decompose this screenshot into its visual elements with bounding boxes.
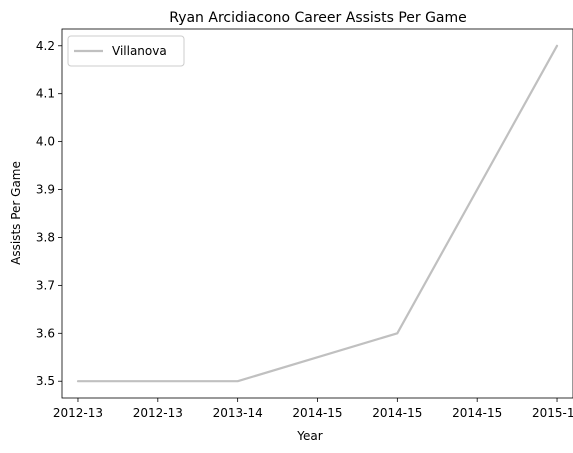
x-tick-label: 2014-15 [292,406,342,420]
x-tick-label: 2012-13 [133,406,183,420]
y-tick-label: 4.0 [36,135,55,149]
y-tick-label: 3.8 [36,230,55,244]
plot-area [76,44,559,383]
y-tick-label: 3.5 [36,374,55,388]
y-axis: 3.5 3.6 3.7 3.8 3.9 4.0 4.1 4.2 [36,39,62,388]
legend-label: Villanova [112,44,167,58]
x-tick-label: 2015-16 [532,406,573,420]
y-tick-label: 4.1 [36,87,55,101]
chart-title: Ryan Arcidiacono Career Assists Per Game [169,10,467,26]
legend-box [67,35,185,67]
x-axis-label: Year [296,429,322,443]
y-tick-label: 4.2 [36,39,55,53]
x-tick-label: 2012-13 [53,406,103,420]
x-axis: 2012-13 2012-13 2013-14 2014-15 2014-15 2014-… [53,398,573,420]
legend: Villanova [67,35,185,67]
y-tick-label: 3.9 [36,183,55,197]
y-tick-label: 3.7 [36,278,55,292]
x-tick-label: 2014-15 [372,406,422,420]
y-axis-label: Assists Per Game [9,161,23,265]
x-tick-label: 2014-15 [452,406,502,420]
x-tick-label: 2013-14 [213,406,263,420]
axes-frame [61,28,573,399]
series-line-0 [76,44,559,383]
y-tick-label: 3.6 [36,326,55,340]
